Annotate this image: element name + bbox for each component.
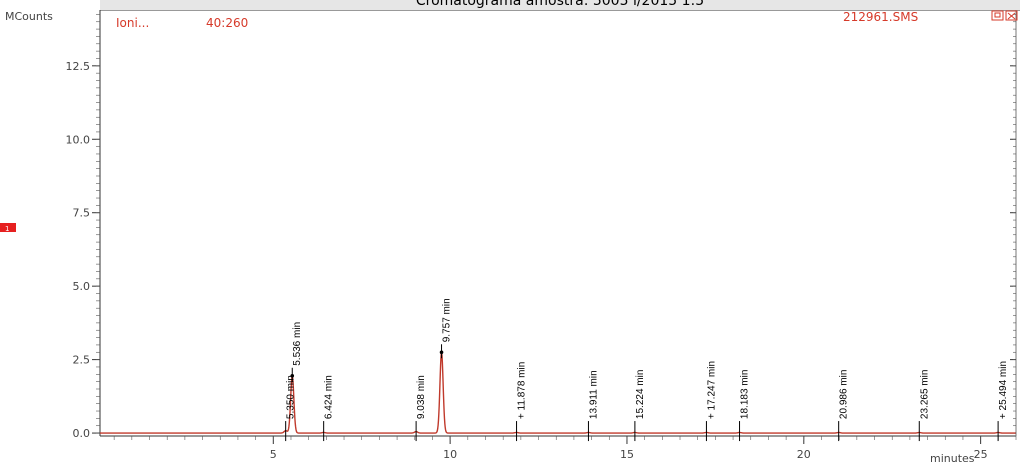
x-tick-label: 5 <box>270 448 277 461</box>
peak-label: + 25.494 min <box>998 361 1009 419</box>
y-tick-label: 10.0 <box>66 133 91 146</box>
file-name: 212961.SMS <box>843 10 918 24</box>
restore-icon[interactable] <box>991 10 1004 21</box>
x-tick-label: 20 <box>797 448 811 461</box>
ion-range: 40:260 <box>206 16 248 30</box>
side-marker-label: 1 <box>5 225 9 233</box>
y-tick-label: 12.5 <box>66 60 91 73</box>
x-tick-label: 10 <box>443 448 457 461</box>
peak-label: 5.536 min <box>292 322 303 366</box>
chart-title: Cromatograma amostra: 5005 i/2015 1:5 <box>415 0 705 9</box>
peak-labels: 5.350 min 5.536 min 6.424 min 9.038 min 9.75… <box>286 298 1009 419</box>
restore-icon-inner <box>994 12 1001 18</box>
peak-label: 20.986 min <box>839 370 850 419</box>
y-tick-label: 2.5 <box>73 354 91 367</box>
axes: 0.0 2.5 5.0 7.5 10.0 12.5 5 10 15 20 25 <box>66 10 1017 461</box>
peak-label: 23.265 min <box>919 370 930 419</box>
y-tick-label: 7.5 <box>73 207 91 220</box>
x-tick-label: 25 <box>974 448 988 461</box>
peak-label: 13.911 min <box>588 370 599 419</box>
title-bar: Cromatograma amostra: 5005 i/2015 1:5 <box>100 0 1020 11</box>
x-tick-label: 15 <box>620 448 634 461</box>
peak-label: 18.183 min <box>740 370 751 419</box>
peak-apex-dot <box>290 373 295 378</box>
peak-apex-dot <box>439 350 444 355</box>
y-tick-label: 5.0 <box>73 280 91 293</box>
chromatogram-trace <box>100 349 1016 434</box>
close-icon[interactable] <box>1005 10 1018 21</box>
peak-label: 6.424 min <box>324 375 335 419</box>
peak-label: 15.224 min <box>635 370 646 419</box>
side-marker-badge[interactable] <box>0 223 16 232</box>
peak-label: 9.038 min <box>416 375 427 419</box>
trace-group <box>100 349 1016 434</box>
peak-label: + 17.247 min <box>706 361 717 419</box>
y-tick-label: 0.0 <box>73 427 91 440</box>
peak-label: 9.757 min <box>442 298 453 342</box>
close-icon-stroke-2 <box>1007 12 1016 20</box>
x-axis-unit: minutes <box>930 452 975 465</box>
ion-label: Ioni... <box>116 16 149 30</box>
peak-label: + 11.878 min <box>517 362 528 419</box>
y-axis-unit: MCounts <box>5 10 53 23</box>
peak-markers <box>285 344 999 442</box>
peak-label: 5.350 min <box>286 375 297 419</box>
window-controls[interactable] <box>991 10 1018 21</box>
